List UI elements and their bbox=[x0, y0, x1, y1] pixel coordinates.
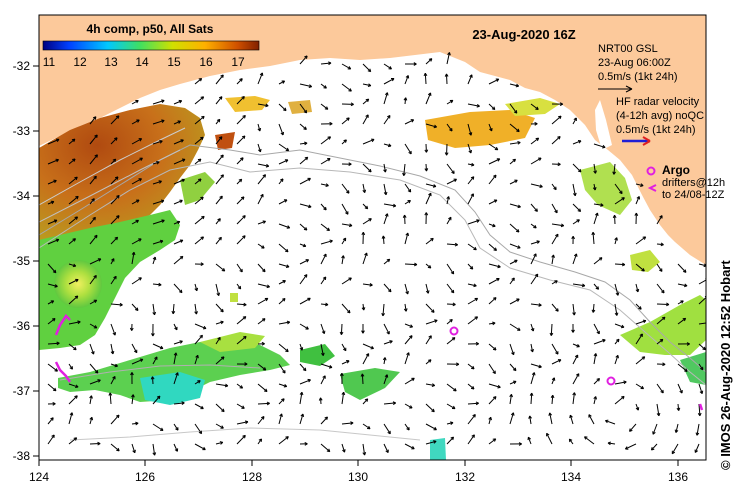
argo-float bbox=[449, 326, 459, 336]
warm-eddy bbox=[54, 260, 102, 308]
colorbar bbox=[42, 40, 260, 51]
colorbar-label: 14 bbox=[135, 55, 149, 69]
legend-drifters-1: drifters@12h bbox=[662, 177, 725, 189]
legend-nrt-time: 23-Aug 06:00Z bbox=[598, 57, 671, 69]
colorbar-label: 15 bbox=[167, 55, 181, 69]
colorbar-title: 4h comp, p50, All Sats bbox=[87, 22, 214, 36]
y-tick-label: -36 bbox=[13, 319, 31, 333]
imos-credit: © IMOS 26-Aug-2020 12:52 Hobart bbox=[718, 260, 733, 470]
land-mass bbox=[39, 15, 706, 265]
sst-green-region bbox=[39, 210, 180, 350]
drifter-track bbox=[54, 314, 71, 336]
x-tick-label: 134 bbox=[561, 470, 581, 484]
colorbar-label: 12 bbox=[73, 55, 87, 69]
isobath-1000m bbox=[39, 161, 706, 386]
y-tick-label: -32 bbox=[13, 59, 31, 73]
drifter-track bbox=[54, 361, 72, 383]
colorbar-label: 16 bbox=[199, 55, 213, 69]
colorbar-label: 11 bbox=[43, 55, 56, 69]
sst-south-band bbox=[58, 340, 290, 402]
legend-nrt-title: NRT00 GSL bbox=[598, 43, 658, 55]
map-title: 23-Aug-2020 16Z bbox=[472, 27, 575, 42]
x-tick-label: 124 bbox=[29, 470, 49, 484]
legend-argo: Argo bbox=[662, 163, 690, 177]
colorbar-label: 13 bbox=[104, 55, 118, 69]
y-tick-label: -38 bbox=[13, 449, 31, 463]
plot-frame bbox=[38, 14, 707, 461]
drifter-track bbox=[698, 403, 704, 411]
legend-hf-title: HF radar velocity bbox=[616, 96, 700, 108]
legend-drifters-2: to 24/08-12Z bbox=[662, 189, 725, 201]
x-tick-label: 126 bbox=[135, 470, 155, 484]
x-tick-label: 128 bbox=[242, 470, 262, 484]
y-tick-label: -34 bbox=[13, 189, 31, 203]
y-tick-label: -33 bbox=[13, 124, 31, 138]
legend-hf-avg: (4-12h avg) noQC bbox=[616, 110, 704, 122]
argo-float bbox=[646, 166, 656, 176]
y-tick-label: -35 bbox=[13, 254, 31, 268]
x-tick-label: 136 bbox=[668, 470, 688, 484]
current-vectors bbox=[47, 52, 706, 456]
x-tick-label: 130 bbox=[348, 470, 368, 484]
x-tick-label: 132 bbox=[455, 470, 475, 484]
argo-float bbox=[606, 376, 616, 386]
y-tick-label: -37 bbox=[13, 384, 31, 398]
legend-nrt-scale: 0.5m/s (1kt 24h) bbox=[598, 71, 677, 83]
colorbar-label: 17 bbox=[231, 55, 245, 69]
legend-hf-scale: 0.5m/s (1kt 24h) bbox=[616, 124, 695, 136]
